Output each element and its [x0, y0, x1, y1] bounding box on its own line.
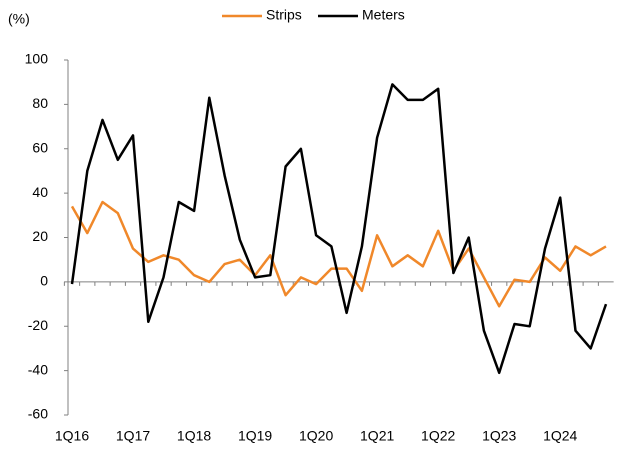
y-tick-label: 80	[32, 95, 48, 111]
y-tick-label: 60	[32, 139, 48, 155]
x-tick-label: 1Q18	[177, 428, 211, 444]
line	[70, 83, 608, 375]
y-tick-label: -60	[28, 406, 48, 422]
y-tick-label: 20	[32, 228, 48, 244]
legend-label: Strips	[266, 7, 302, 23]
x-tick-label: 1Q19	[238, 428, 272, 444]
x-tick-label: 1Q16	[55, 428, 89, 444]
y-axis-label: (%)	[8, 11, 30, 27]
x-tick-label: 1Q22	[421, 428, 455, 444]
line	[70, 200, 607, 308]
legend-label: Meters	[362, 7, 405, 23]
y-tick-label: 40	[32, 184, 48, 200]
x-tick-label: 1Q23	[482, 428, 516, 444]
x-tick-label: 1Q24	[543, 428, 577, 444]
y-tick-label: 0	[40, 273, 48, 289]
y-tick-label: -40	[28, 361, 48, 377]
x-tick-label: 1Q20	[299, 428, 333, 444]
y-tick-label: -20	[28, 317, 48, 333]
y-tick-label: 100	[25, 51, 49, 67]
x-tick-label: 1Q17	[116, 428, 150, 444]
x-tick-label: 1Q21	[360, 428, 394, 444]
